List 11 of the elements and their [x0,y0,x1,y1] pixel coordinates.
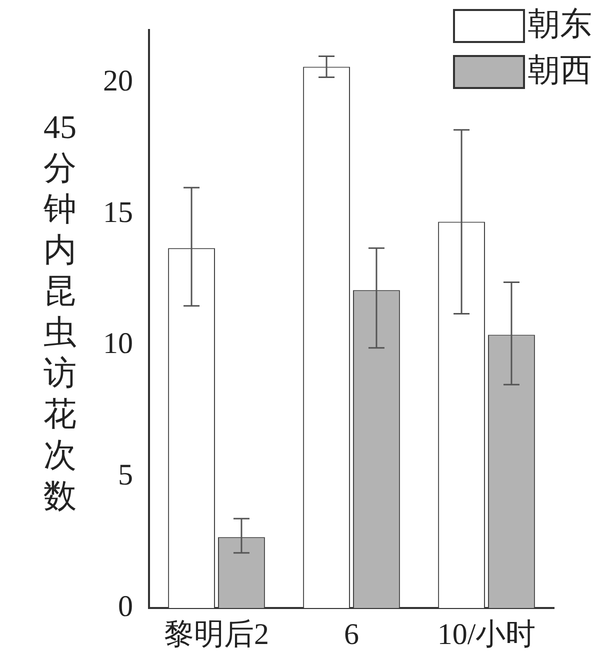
x-tick-label: 6 [344,618,359,651]
x-tick-label: 10/小时 [437,618,536,651]
legend-label: 朝西 [528,51,592,88]
y-tick-label: 5 [118,458,133,492]
text: 朝东 [528,5,592,42]
y-tick-label: 20 [103,64,133,98]
text: 45分钟内昆虫访花次数 [44,110,76,515]
x-tick-label: 黎明后2 [164,618,269,651]
y-tick-label: 15 [103,196,133,229]
y-tick-label: 0 [118,590,133,623]
y-tick-label: 10 [103,327,133,360]
